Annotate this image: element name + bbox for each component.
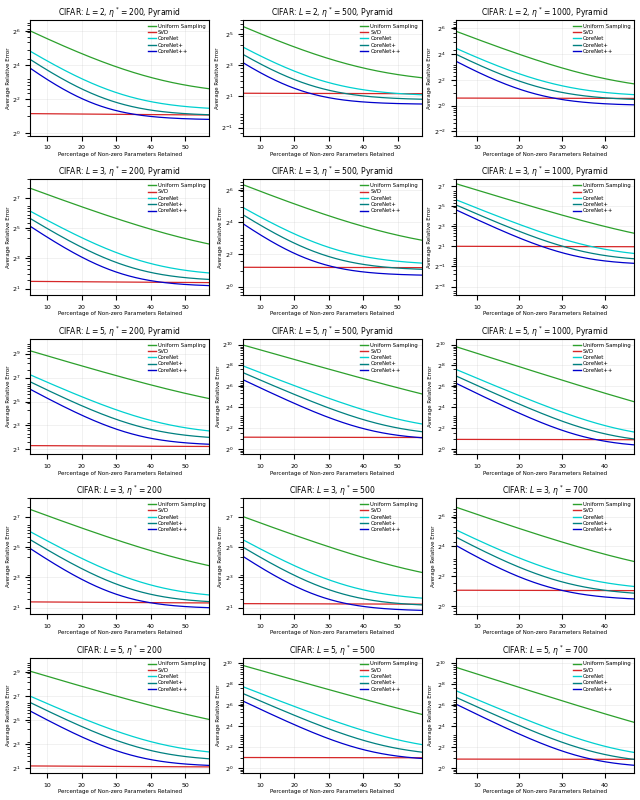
X-axis label: Percentage of Non-zero Parameters Retained: Percentage of Non-zero Parameters Retain… — [58, 630, 182, 635]
Title: CIFAR: $L = 5$, $\eta^* = 500$: CIFAR: $L = 5$, $\eta^* = 500$ — [289, 643, 376, 658]
X-axis label: Percentage of Non-zero Parameters Retained: Percentage of Non-zero Parameters Retain… — [58, 790, 182, 794]
Title: CIFAR: $L = 3$, $\eta^* = 500$: CIFAR: $L = 3$, $\eta^* = 500$ — [289, 484, 376, 498]
Y-axis label: Average Relative Error: Average Relative Error — [214, 47, 220, 109]
Title: CIFAR: $L = 5$, $\eta^* = 700$: CIFAR: $L = 5$, $\eta^* = 700$ — [502, 643, 588, 658]
Y-axis label: Average Relative Error: Average Relative Error — [6, 685, 11, 746]
Title: CIFAR: $L = 5$, $\eta^* = 200$: CIFAR: $L = 5$, $\eta^* = 200$ — [76, 643, 163, 658]
Legend: Uniform Sampling, SVD, CoreNet, CoreNet+, CoreNet++: Uniform Sampling, SVD, CoreNet, CoreNet+… — [359, 660, 419, 693]
Title: CIFAR: $L = 3$, $\eta^* = 200$: CIFAR: $L = 3$, $\eta^* = 200$ — [76, 484, 163, 498]
Title: CIFAR: $L = 2$, $\eta^* = 500$, Pyramid: CIFAR: $L = 2$, $\eta^* = 500$, Pyramid — [271, 6, 394, 20]
Title: CIFAR: $L = 2$, $\eta^* = 1000$, Pyramid: CIFAR: $L = 2$, $\eta^* = 1000$, Pyramid — [481, 6, 609, 20]
Y-axis label: Average Relative Error: Average Relative Error — [431, 526, 436, 587]
X-axis label: Percentage of Non-zero Parameters Retained: Percentage of Non-zero Parameters Retain… — [270, 311, 394, 316]
X-axis label: Percentage of Non-zero Parameters Retained: Percentage of Non-zero Parameters Retain… — [483, 470, 607, 475]
Legend: Uniform Sampling, SVD, CoreNet, CoreNet+, CoreNet++: Uniform Sampling, SVD, CoreNet, CoreNet+… — [359, 501, 419, 534]
X-axis label: Percentage of Non-zero Parameters Retained: Percentage of Non-zero Parameters Retain… — [58, 470, 182, 475]
Y-axis label: Average Relative Error: Average Relative Error — [6, 526, 11, 587]
Title: CIFAR: $L = 2$, $\eta^* = 200$, Pyramid: CIFAR: $L = 2$, $\eta^* = 200$, Pyramid — [58, 6, 181, 20]
Legend: Uniform Sampling, SVD, CoreNet, CoreNet+, CoreNet++: Uniform Sampling, SVD, CoreNet, CoreNet+… — [572, 501, 632, 534]
X-axis label: Percentage of Non-zero Parameters Retained: Percentage of Non-zero Parameters Retain… — [270, 470, 394, 475]
Y-axis label: Average Relative Error: Average Relative Error — [6, 206, 11, 268]
Y-axis label: Average Relative Error: Average Relative Error — [428, 366, 433, 427]
X-axis label: Percentage of Non-zero Parameters Retained: Percentage of Non-zero Parameters Retain… — [483, 311, 607, 316]
Y-axis label: Average Relative Error: Average Relative Error — [216, 685, 221, 746]
Y-axis label: Average Relative Error: Average Relative Error — [6, 366, 11, 427]
X-axis label: Percentage of Non-zero Parameters Retained: Percentage of Non-zero Parameters Retain… — [483, 152, 607, 157]
Legend: Uniform Sampling, SVD, CoreNet, CoreNet+, CoreNet++: Uniform Sampling, SVD, CoreNet, CoreNet+… — [147, 182, 207, 214]
Title: CIFAR: $L = 5$, $\eta^* = 200$, Pyramid: CIFAR: $L = 5$, $\eta^* = 200$, Pyramid — [58, 325, 181, 339]
Legend: Uniform Sampling, SVD, CoreNet, CoreNet+, CoreNet++: Uniform Sampling, SVD, CoreNet, CoreNet+… — [147, 342, 207, 374]
X-axis label: Percentage of Non-zero Parameters Retained: Percentage of Non-zero Parameters Retain… — [270, 630, 394, 635]
X-axis label: Percentage of Non-zero Parameters Retained: Percentage of Non-zero Parameters Retain… — [270, 790, 394, 794]
X-axis label: Percentage of Non-zero Parameters Retained: Percentage of Non-zero Parameters Retain… — [58, 152, 182, 157]
X-axis label: Percentage of Non-zero Parameters Retained: Percentage of Non-zero Parameters Retain… — [270, 152, 394, 157]
Title: CIFAR: $L = 3$, $\eta^* = 700$: CIFAR: $L = 3$, $\eta^* = 700$ — [502, 484, 588, 498]
Legend: Uniform Sampling, SVD, CoreNet, CoreNet+, CoreNet++: Uniform Sampling, SVD, CoreNet, CoreNet+… — [147, 501, 207, 534]
Y-axis label: Average Relative Error: Average Relative Error — [218, 206, 223, 268]
Title: CIFAR: $L = 3$, $\eta^* = 200$, Pyramid: CIFAR: $L = 3$, $\eta^* = 200$, Pyramid — [58, 165, 181, 179]
Y-axis label: Average Relative Error: Average Relative Error — [6, 47, 10, 109]
X-axis label: Percentage of Non-zero Parameters Retained: Percentage of Non-zero Parameters Retain… — [58, 311, 182, 316]
Title: CIFAR: $L = 3$, $\eta^* = 500$, Pyramid: CIFAR: $L = 3$, $\eta^* = 500$, Pyramid — [271, 165, 394, 179]
Legend: Uniform Sampling, SVD, CoreNet, CoreNet+, CoreNet++: Uniform Sampling, SVD, CoreNet, CoreNet+… — [572, 22, 632, 55]
Title: CIFAR: $L = 3$, $\eta^* = 1000$, Pyramid: CIFAR: $L = 3$, $\eta^* = 1000$, Pyramid — [481, 165, 609, 179]
X-axis label: Percentage of Non-zero Parameters Retained: Percentage of Non-zero Parameters Retain… — [483, 630, 607, 635]
Legend: Uniform Sampling, SVD, CoreNet, CoreNet+, CoreNet++: Uniform Sampling, SVD, CoreNet, CoreNet+… — [147, 22, 207, 55]
Title: CIFAR: $L = 5$, $\eta^* = 500$, Pyramid: CIFAR: $L = 5$, $\eta^* = 500$, Pyramid — [271, 325, 394, 339]
Legend: Uniform Sampling, SVD, CoreNet, CoreNet+, CoreNet++: Uniform Sampling, SVD, CoreNet, CoreNet+… — [359, 342, 419, 374]
X-axis label: Percentage of Non-zero Parameters Retained: Percentage of Non-zero Parameters Retain… — [483, 790, 607, 794]
Legend: Uniform Sampling, SVD, CoreNet, CoreNet+, CoreNet++: Uniform Sampling, SVD, CoreNet, CoreNet+… — [572, 342, 632, 374]
Legend: Uniform Sampling, SVD, CoreNet, CoreNet+, CoreNet++: Uniform Sampling, SVD, CoreNet, CoreNet+… — [572, 182, 632, 214]
Y-axis label: Average Relative Error: Average Relative Error — [218, 526, 223, 587]
Legend: Uniform Sampling, SVD, CoreNet, CoreNet+, CoreNet++: Uniform Sampling, SVD, CoreNet, CoreNet+… — [147, 660, 207, 693]
Legend: Uniform Sampling, SVD, CoreNet, CoreNet+, CoreNet++: Uniform Sampling, SVD, CoreNet, CoreNet+… — [359, 182, 419, 214]
Legend: Uniform Sampling, SVD, CoreNet, CoreNet+, CoreNet++: Uniform Sampling, SVD, CoreNet, CoreNet+… — [359, 22, 419, 55]
Legend: Uniform Sampling, SVD, CoreNet, CoreNet+, CoreNet++: Uniform Sampling, SVD, CoreNet, CoreNet+… — [572, 660, 632, 693]
Title: CIFAR: $L = 5$, $\eta^* = 1000$, Pyramid: CIFAR: $L = 5$, $\eta^* = 1000$, Pyramid — [481, 325, 609, 339]
Y-axis label: Average Relative Error: Average Relative Error — [428, 206, 433, 268]
Y-axis label: Average Relative Error: Average Relative Error — [216, 366, 221, 427]
Y-axis label: Average Relative Error: Average Relative Error — [428, 47, 433, 109]
Y-axis label: Average Relative Error: Average Relative Error — [428, 685, 433, 746]
